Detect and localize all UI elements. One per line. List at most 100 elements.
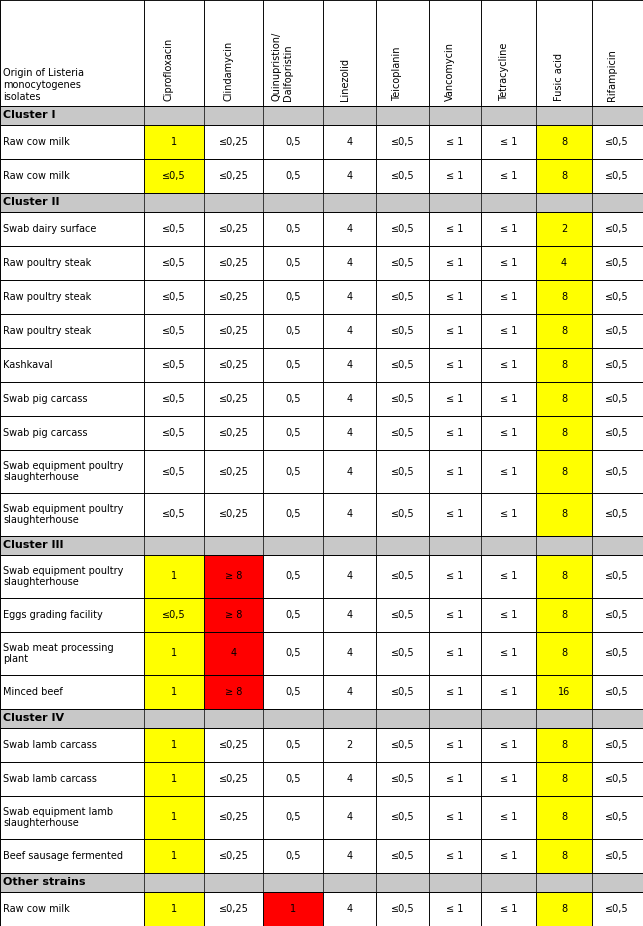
Text: 8: 8 — [561, 610, 567, 619]
Bar — [323, 416, 376, 450]
Bar — [429, 450, 482, 493]
Bar — [536, 125, 592, 158]
Bar — [482, 892, 536, 926]
Bar — [143, 0, 204, 106]
Text: ≤0,5: ≤0,5 — [390, 509, 414, 519]
Bar — [204, 212, 264, 245]
Bar — [0, 632, 643, 675]
Text: ≤0,25: ≤0,25 — [219, 812, 248, 822]
Text: Linezolid: Linezolid — [340, 57, 350, 101]
Text: 4: 4 — [347, 428, 353, 438]
Bar — [204, 555, 264, 598]
Text: ≤0,5: ≤0,5 — [606, 137, 629, 146]
Bar — [429, 728, 482, 762]
Text: ≤ 1: ≤ 1 — [500, 360, 518, 370]
Bar — [429, 245, 482, 280]
Bar — [323, 728, 376, 762]
Bar — [143, 314, 204, 348]
Text: ≤ 1: ≤ 1 — [500, 394, 518, 404]
Text: ≤0,25: ≤0,25 — [219, 137, 248, 146]
Bar — [536, 839, 592, 873]
Bar — [204, 125, 264, 158]
Text: 8: 8 — [561, 292, 567, 302]
Bar — [0, 708, 643, 728]
Text: Swab pig carcass: Swab pig carcass — [3, 428, 87, 438]
Bar — [536, 796, 592, 839]
Bar — [0, 493, 143, 536]
Text: ≤ 1: ≤ 1 — [446, 509, 464, 519]
Text: ≤0,5: ≤0,5 — [390, 467, 414, 477]
Bar — [376, 598, 429, 632]
Text: 0,5: 0,5 — [285, 610, 301, 619]
Text: Cluster I: Cluster I — [3, 110, 55, 120]
Text: 0,5: 0,5 — [285, 170, 301, 181]
Bar — [323, 382, 376, 416]
Bar — [376, 675, 429, 708]
Bar — [143, 245, 204, 280]
Text: ≤0,5: ≤0,5 — [606, 224, 629, 233]
Bar — [204, 348, 264, 382]
Text: ≤0,5: ≤0,5 — [606, 648, 629, 658]
Text: Teicoplanin: Teicoplanin — [392, 46, 403, 101]
Text: ≤0,5: ≤0,5 — [390, 394, 414, 404]
Bar — [323, 796, 376, 839]
Bar — [429, 125, 482, 158]
Text: ≤0,5: ≤0,5 — [162, 224, 185, 233]
Text: ≤ 1: ≤ 1 — [500, 428, 518, 438]
Text: ≤ 1: ≤ 1 — [446, 648, 464, 658]
Text: 0,5: 0,5 — [285, 467, 301, 477]
Text: Minced beef: Minced beef — [3, 687, 63, 696]
Bar — [0, 555, 643, 598]
Bar — [376, 314, 429, 348]
Text: Raw poultry steak: Raw poultry steak — [3, 326, 91, 336]
Text: 4: 4 — [347, 851, 353, 861]
Bar — [429, 762, 482, 796]
Bar — [204, 839, 264, 873]
Text: 0,5: 0,5 — [285, 774, 301, 784]
Bar — [592, 245, 643, 280]
Bar — [376, 892, 429, 926]
Text: ≤0,25: ≤0,25 — [219, 774, 248, 784]
Bar — [0, 193, 643, 212]
Bar — [376, 555, 429, 598]
Text: ≤0,5: ≤0,5 — [162, 292, 185, 302]
Bar — [323, 450, 376, 493]
Bar — [0, 416, 643, 450]
Bar — [592, 762, 643, 796]
Text: 4: 4 — [347, 812, 353, 822]
Text: 1: 1 — [170, 812, 177, 822]
Text: ≤0,5: ≤0,5 — [162, 428, 185, 438]
Bar — [482, 493, 536, 536]
Text: 4: 4 — [347, 571, 353, 582]
Text: 0,5: 0,5 — [285, 137, 301, 146]
Bar — [592, 796, 643, 839]
Text: ≤0,5: ≤0,5 — [606, 326, 629, 336]
Bar — [0, 245, 143, 280]
Bar — [0, 762, 643, 796]
Bar — [0, 348, 643, 382]
Bar — [536, 382, 592, 416]
Text: ≤0,5: ≤0,5 — [606, 687, 629, 696]
Text: ≤ 1: ≤ 1 — [500, 774, 518, 784]
Text: ≤0,5: ≤0,5 — [606, 292, 629, 302]
Bar — [376, 632, 429, 675]
Bar — [0, 728, 143, 762]
Text: 0,5: 0,5 — [285, 257, 301, 268]
Bar — [204, 762, 264, 796]
Bar — [0, 416, 143, 450]
Text: ≤ 1: ≤ 1 — [446, 812, 464, 822]
Bar — [482, 280, 536, 314]
Text: ≤0,5: ≤0,5 — [162, 467, 185, 477]
Bar — [376, 125, 429, 158]
Bar — [592, 416, 643, 450]
Text: Swab pig carcass: Swab pig carcass — [3, 394, 87, 404]
Bar — [264, 892, 323, 926]
Bar — [0, 314, 643, 348]
Text: ≤0,5: ≤0,5 — [390, 326, 414, 336]
Bar — [143, 555, 204, 598]
Bar — [0, 536, 643, 555]
Bar — [429, 598, 482, 632]
Text: 8: 8 — [561, 904, 567, 914]
Text: Swab lamb carcass: Swab lamb carcass — [3, 740, 97, 750]
Text: ≤ 1: ≤ 1 — [500, 257, 518, 268]
